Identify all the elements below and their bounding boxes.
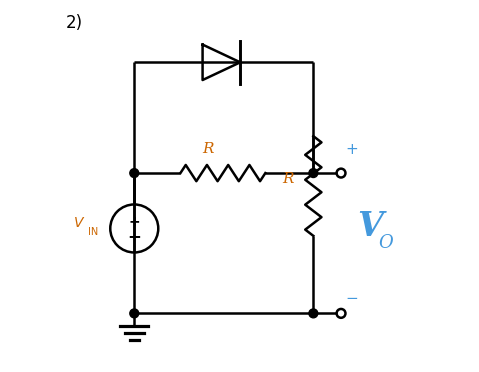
Circle shape [309, 309, 318, 318]
Circle shape [130, 169, 139, 177]
Text: 2): 2) [66, 14, 83, 32]
Text: R: R [282, 171, 293, 186]
Text: +: + [128, 215, 140, 229]
Circle shape [130, 309, 139, 318]
Text: O: O [379, 234, 393, 252]
Text: −: − [127, 227, 141, 245]
Text: IN: IN [88, 227, 98, 237]
Text: V: V [358, 210, 384, 243]
Circle shape [309, 169, 318, 177]
Text: V: V [74, 216, 84, 230]
Text: R: R [202, 142, 214, 156]
Text: +: + [346, 142, 358, 157]
Text: −: − [346, 291, 358, 306]
